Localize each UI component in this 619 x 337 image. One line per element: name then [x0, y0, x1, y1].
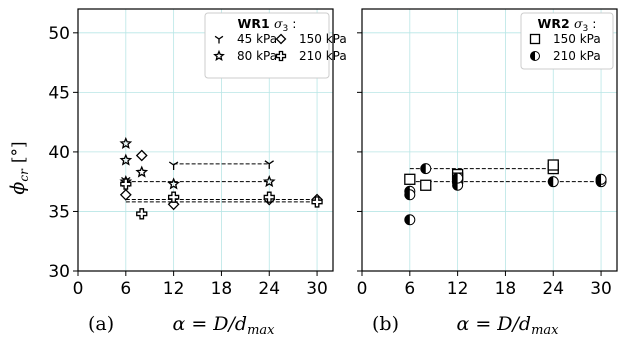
data-point — [404, 214, 416, 226]
x-tick-label: 30 — [306, 279, 328, 299]
x-tick-label: 0 — [73, 279, 84, 299]
legend-entry: 210 kPa — [299, 49, 347, 63]
legend-marker — [214, 35, 224, 44]
data-point — [547, 159, 559, 171]
data-point — [135, 149, 148, 162]
data-point — [167, 198, 180, 211]
data-point — [120, 178, 132, 190]
x-tick-label: 12 — [447, 279, 469, 299]
x-tick-label: 18 — [211, 279, 233, 299]
legend-title: WR2 σ3 : — [538, 16, 597, 34]
legend-marker — [275, 33, 287, 45]
data-point — [167, 177, 180, 190]
x-tick-label: 18 — [495, 279, 517, 299]
legend-title: WR1 σ3 : — [238, 16, 297, 34]
legend-entry: 150 kPa — [553, 32, 601, 46]
y-axis-label: ϕcr[°] — [7, 141, 31, 194]
panel-label: (a) — [88, 313, 114, 335]
legend-marker — [213, 49, 225, 62]
panel-a: 0 6 12 18 24 30 30 35 40 45 50 WR1 σ3 :45 kPa 80 kPa… — [48, 8, 347, 337]
data-point — [595, 173, 607, 185]
legend-marker — [275, 50, 287, 62]
data-point — [311, 196, 323, 208]
data-point — [420, 163, 432, 175]
data-point — [168, 161, 179, 171]
data-point — [264, 160, 274, 169]
data-point — [404, 189, 416, 201]
data-point — [119, 188, 132, 201]
y-tick-label: 30 — [48, 262, 70, 282]
x-tick-label: 0 — [357, 279, 368, 299]
x-tick-label: 24 — [258, 279, 280, 299]
panel-label: (b) — [372, 313, 399, 335]
data-point — [135, 165, 149, 178]
x-tick-label: 6 — [404, 279, 415, 299]
data-point — [167, 191, 180, 203]
data-point — [262, 174, 276, 188]
x-tick-label: 12 — [163, 279, 185, 299]
y-tick-label: 35 — [48, 202, 70, 222]
data-point — [119, 136, 133, 149]
legend-marker — [530, 51, 540, 61]
x-tick-label: 30 — [590, 279, 612, 299]
legend-entry: 210 kPa — [553, 49, 601, 63]
legend-entry: 80 kPa — [237, 49, 277, 63]
legend-marker — [529, 33, 541, 45]
legend: WR1 σ3 :45 kPa 80 kPa 150 kPa 210 kPa — [204, 12, 347, 79]
data-point — [452, 172, 464, 184]
legend: WR2 σ3 :150 kPa 210 kPa — [520, 12, 614, 70]
y-tick-label: 40 — [48, 143, 70, 163]
panel-b: 0 6 12 18 24 30 WR2 σ3 :150 kPa 210 kPa (b) α = D… — [357, 8, 618, 337]
data-point — [263, 191, 275, 203]
x-tick-label: 6 — [120, 279, 131, 299]
data-point — [136, 208, 148, 220]
legend-entry: 45 kPa — [237, 32, 277, 46]
x-tick-label: 24 — [542, 279, 564, 299]
x-axis-label: α = D/dmax — [172, 313, 275, 337]
plot-frame — [77, 8, 334, 272]
data-point — [420, 179, 432, 191]
data-point — [547, 176, 559, 188]
legend-entry: 150 kPa — [299, 32, 347, 46]
plot-frame — [361, 8, 618, 272]
y-tick-label: 45 — [48, 83, 70, 103]
y-tick-label: 50 — [48, 24, 70, 44]
data-point — [404, 173, 416, 185]
x-axis-label: α = D/dmax — [456, 313, 559, 337]
data-point — [119, 153, 133, 166]
